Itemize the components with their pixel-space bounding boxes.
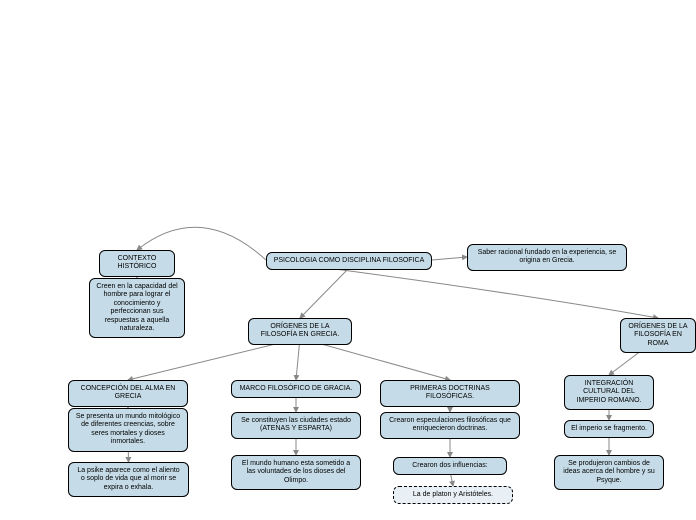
node-root: PSICOLOGIA COMO DISCIPLINA FILOSOFICA (266, 252, 432, 270)
edge (432, 257, 467, 260)
node-n_primeras: PRIMERAS DOCTRINAS FILOSÓFICAS. (380, 380, 520, 407)
node-n_constituyen: Se constituyen las ciudades estado (ATEN… (231, 412, 361, 439)
node-n_mundo: El mundo humano esta sometido a las volu… (231, 455, 361, 490)
node-n_saber: Saber racional fundado en la experiencia… (467, 244, 627, 271)
node-n_integracion: INTEGRACIÓN CULTURAL DEL IMPERIO ROMANO. (564, 375, 654, 410)
node-n_fragmento: El imperio se fragmento. (564, 420, 654, 438)
node-n_creen: Creen en la capacidad del hombre para lo… (89, 278, 185, 338)
node-n_concepcion: CONCEPCIÓN DEL ALMA EN GRECIA (68, 380, 188, 407)
node-n_dos: Crearon dos influencias: (393, 457, 507, 475)
node-n_origroma: ORÍGENES DE LA FILOSOFÍA EN ROMA (620, 318, 696, 353)
node-n_marco: MARCO FILOSÓFICO DE GRACIA. (231, 380, 361, 398)
node-n_contexto: CONTEXTO HISTÓRICO (99, 250, 175, 277)
node-n_platon: La de platon y Aristóteles. (393, 486, 513, 504)
node-n_presenta: Se presenta un mundo mitológico de difer… (68, 408, 188, 452)
node-n_psike: La psike aparece como el aliento o soplo… (68, 462, 189, 497)
node-n_crearon: Crearon especulaciones filosóficas que e… (380, 412, 520, 439)
edge (300, 268, 349, 318)
node-n_origgrecia: ORÍGENES DE LA FILOSOFÍA EN GRECIA. (248, 318, 352, 345)
node-n_cambios: Se produjeron cambios de ideas acerca de… (554, 455, 664, 490)
